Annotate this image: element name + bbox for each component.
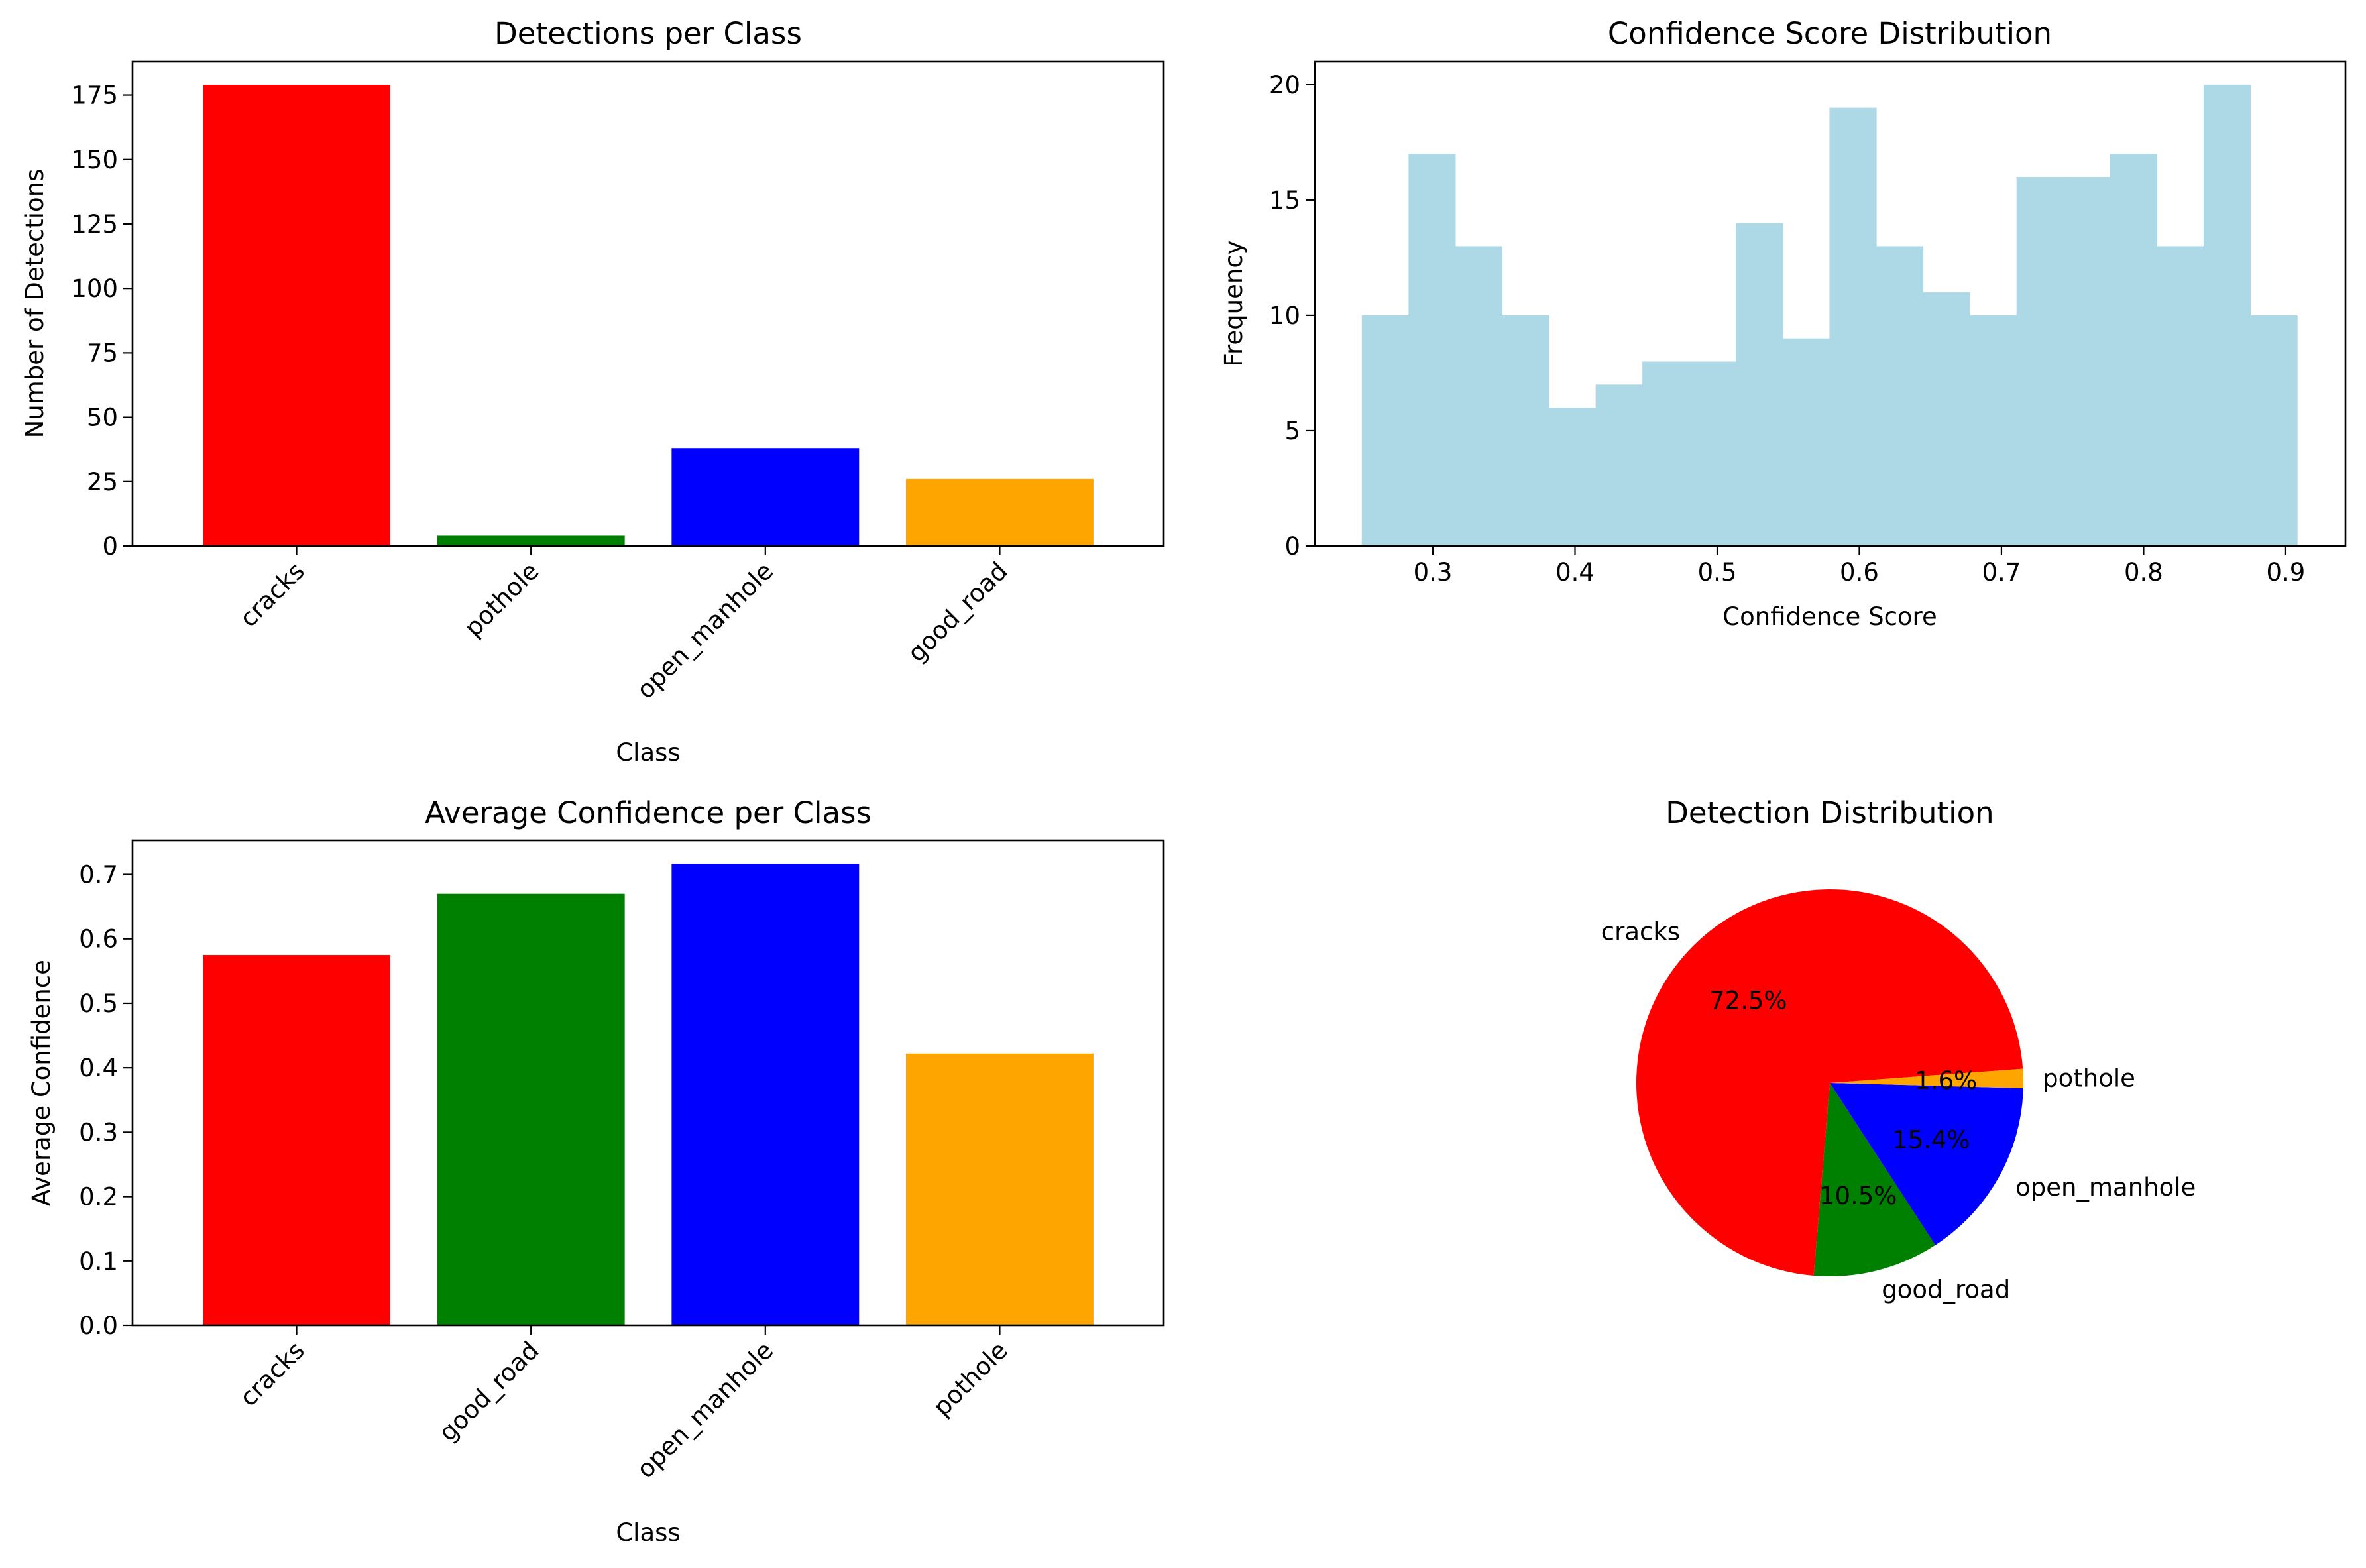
histogram-bin [2110, 154, 2157, 546]
pie-label: good_road [1882, 1276, 2010, 1304]
histogram-bin [1595, 384, 1643, 546]
histogram-bin [1642, 361, 1690, 546]
chart-title: Confidence Score Distribution [1608, 16, 2052, 51]
y-axis-label: Number of Detections [21, 169, 49, 439]
y-axis-label: Frequency [1219, 240, 1248, 366]
histogram-bin [1549, 408, 1597, 546]
x-tick-label: open_manhole [631, 557, 779, 704]
histogram-bin [2203, 84, 2251, 547]
y-tick-label: 0.1 [79, 1247, 118, 1276]
y-tick-label: 0.4 [79, 1054, 118, 1082]
pie-slice-cracks [1636, 889, 2023, 1276]
histogram-bin [1736, 223, 1783, 546]
histogram-bin [1829, 107, 1877, 547]
bar-pothole [906, 1053, 1094, 1325]
y-tick-label: 50 [87, 404, 118, 432]
x-tick-label: 0.7 [1982, 558, 2021, 587]
x-axis-label: Class [616, 1518, 680, 1547]
confidence-histogram-chart: Confidence Score Distribution Confidence… [1219, 16, 2347, 631]
histogram-bin [1361, 315, 1409, 546]
bar-pothole [437, 535, 625, 546]
x-tick-label: 0.9 [2266, 558, 2305, 587]
histogram-bin [1408, 154, 1456, 546]
y-tick-label: 10 [1269, 302, 1300, 330]
x-tick-label: open_manhole [631, 1336, 779, 1484]
y-tick-label: 15 [1269, 186, 1300, 215]
x-tick-label: 0.4 [1555, 558, 1595, 587]
pie-label: pothole [2043, 1064, 2135, 1093]
y-tick-label: 5 [1284, 417, 1300, 445]
histogram-bin [2157, 246, 2204, 546]
pie-percent-label: 10.5% [1819, 1182, 1897, 1210]
x-tick-label: pothole [928, 1336, 1013, 1422]
histogram-bin [1502, 315, 1549, 546]
y-tick-label: 0.7 [79, 861, 118, 889]
chart-title: Detection Distribution [1665, 795, 1994, 830]
x-tick-label: 0.8 [2124, 558, 2163, 587]
bar-cracks [203, 84, 390, 546]
pie-slice-pothole [1830, 1068, 2023, 1088]
y-tick-label: 0.0 [79, 1312, 118, 1340]
y-axis-label: Average Confidence [27, 960, 56, 1206]
plot-frame [131, 60, 1165, 547]
x-tick-label: 0.3 [1414, 558, 1453, 587]
histogram-bin [2250, 315, 2298, 546]
pie-percent-label: 1.6% [1915, 1066, 1977, 1095]
y-tick-label: 25 [87, 468, 118, 496]
y-tick-label: 0.5 [79, 989, 118, 1018]
pie-label: open_manhole [2015, 1173, 2196, 1202]
x-tick-label: good_road [902, 557, 1013, 668]
histogram-bin [1970, 315, 2017, 546]
detection-distribution-pie: Detection Distribution cracks 72.5% good_r… [1601, 795, 2196, 1304]
histogram-bin [1455, 246, 1503, 546]
y-tick-label: 175 [71, 82, 118, 110]
histogram-bin [2063, 177, 2111, 546]
detections-per-class-chart: Detections per Class Class Number of Det… [21, 16, 1165, 767]
plot-frame [1314, 60, 2347, 547]
y-tick-label: 20 [1269, 71, 1300, 99]
y-tick-label: 0.2 [79, 1183, 118, 1211]
chart-title: Detections per Class [494, 16, 802, 51]
chart-title: Average Confidence per Class [425, 795, 872, 830]
y-tick-label: 125 [71, 210, 118, 239]
y-tick-label: 150 [71, 146, 118, 174]
histogram-bin [1876, 246, 1924, 546]
histogram-bin [2016, 177, 2064, 546]
bar-open-manhole [671, 863, 860, 1325]
pie-percent-label: 72.5% [1709, 986, 1787, 1015]
y-tick-label: 0 [1284, 532, 1300, 561]
pie-slice-good-road [1813, 1083, 1936, 1276]
x-tick-label: good_road [433, 1336, 545, 1447]
x-tick-label: cracks [234, 1336, 310, 1412]
y-tick-label: 100 [71, 274, 118, 303]
pie-slice-open-manhole [1830, 1083, 2023, 1245]
pie-label: cracks [1601, 918, 1680, 946]
bar-open-manhole [671, 448, 860, 546]
histogram-bin [1782, 338, 1831, 546]
x-tick-label: cracks [234, 557, 310, 633]
pie-percent-label: 15.4% [1892, 1126, 1970, 1154]
average-confidence-chart: Average Confidence per Class Class Avera… [27, 795, 1165, 1547]
y-tick-label: 0 [102, 532, 118, 561]
histogram-bin [1689, 361, 1736, 546]
x-tick-label: pothole [459, 557, 544, 642]
bar-cracks [203, 955, 390, 1325]
y-tick-label: 75 [87, 339, 118, 367]
x-tick-label: 0.6 [1840, 558, 1879, 587]
plot-frame [131, 839, 1165, 1327]
x-tick-label: 0.5 [1698, 558, 1737, 587]
bar-good-road [437, 893, 625, 1325]
x-axis-label: Class [616, 738, 680, 767]
histogram-bin [1923, 292, 1970, 546]
x-axis-label: Confidence Score [1722, 602, 1937, 631]
y-tick-label: 0.6 [79, 925, 118, 954]
y-tick-label: 0.3 [79, 1118, 118, 1147]
bar-good-road [906, 478, 1094, 546]
